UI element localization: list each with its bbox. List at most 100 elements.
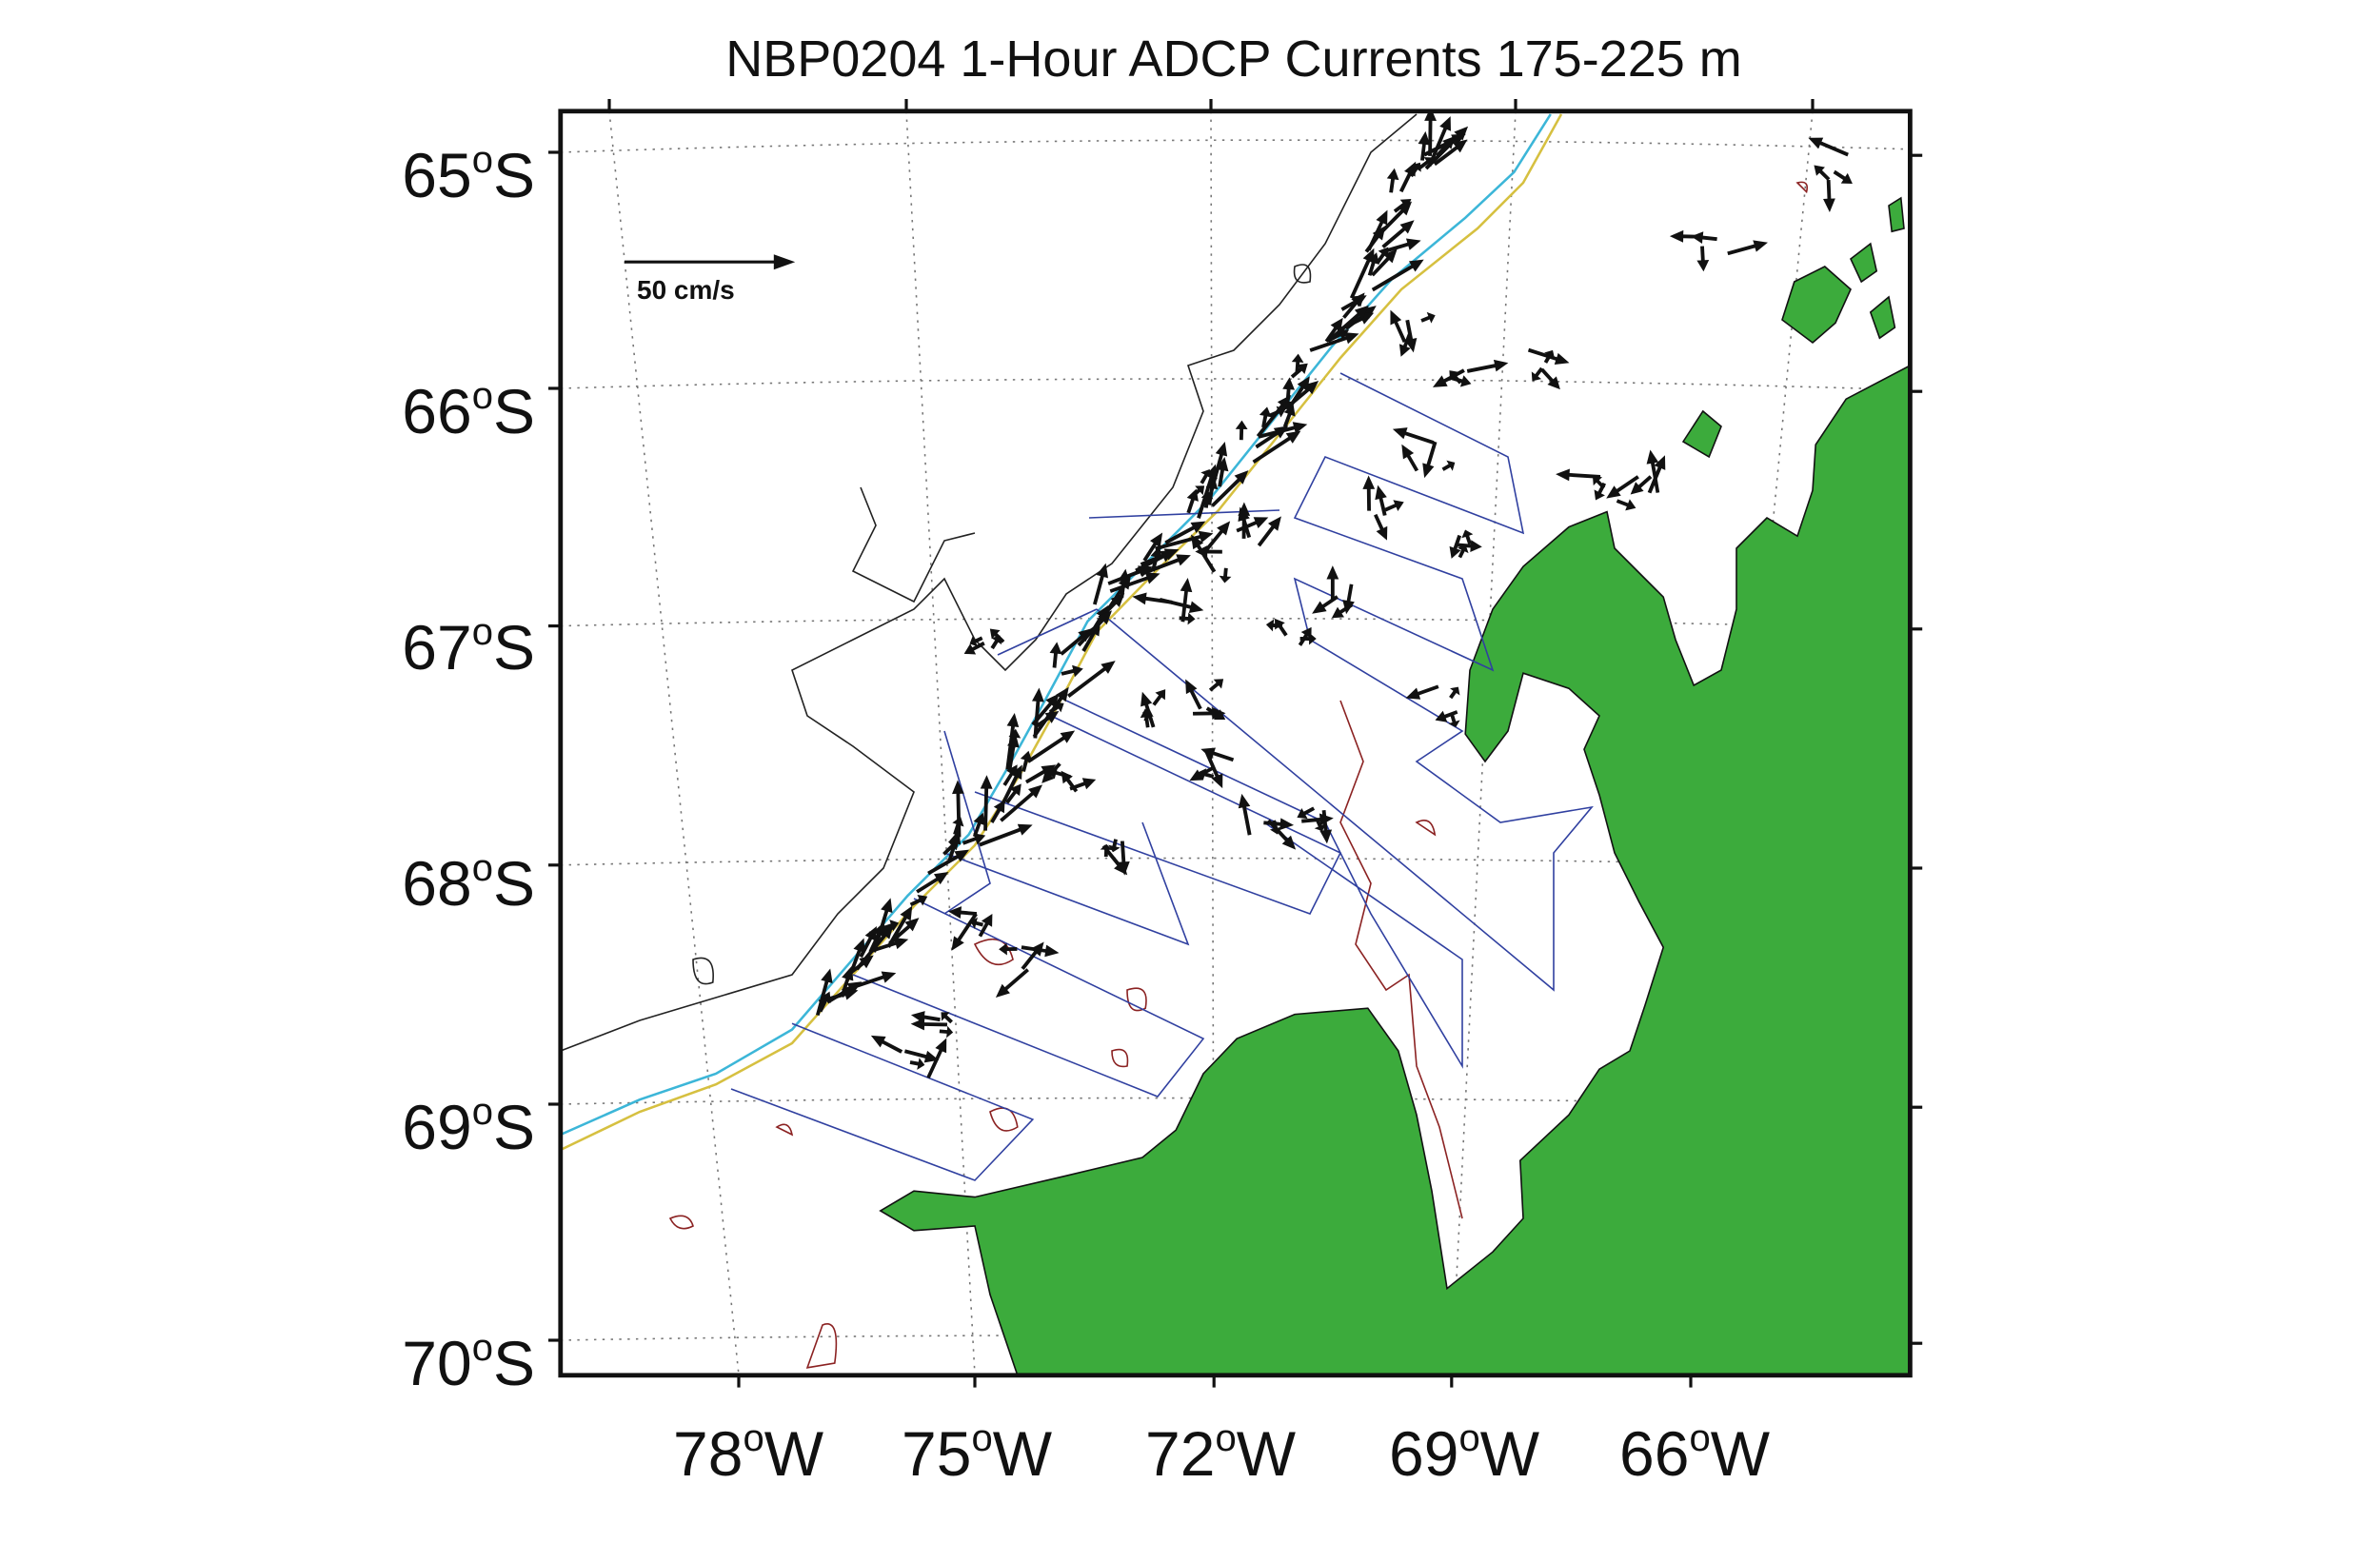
current-arrow	[1026, 730, 1076, 763]
degree-value: 78	[673, 1418, 743, 1489]
current-arrow	[1405, 684, 1439, 700]
current-arrow	[1164, 521, 1206, 544]
current-arrow	[1375, 247, 1389, 265]
current-arrow	[1696, 246, 1710, 272]
current-arrow	[1339, 312, 1375, 331]
current-arrow	[888, 918, 920, 945]
degree-mark: o	[472, 139, 493, 181]
hemisphere: S	[493, 1092, 535, 1162]
current-arrow	[842, 971, 897, 993]
current-arrow	[1152, 689, 1166, 706]
current-arrow	[1418, 157, 1434, 169]
current-arrow	[1630, 475, 1653, 495]
longitude-labels: 78oW 75oW 72oW 69oW 66oW	[673, 1417, 1771, 1489]
current-arrow	[868, 924, 895, 937]
current-arrow	[1435, 710, 1458, 722]
current-vectors	[815, 110, 1853, 1079]
hemisphere: W	[1237, 1418, 1297, 1489]
current-arrow	[1069, 778, 1097, 791]
current-arrow	[1398, 332, 1412, 357]
coordinate-label: 65oS	[402, 139, 535, 210]
degree-mark: o	[472, 1091, 493, 1133]
current-arrow	[1008, 728, 1021, 748]
current-arrow	[1142, 532, 1163, 562]
degree-value: 69	[1389, 1418, 1458, 1489]
current-arrow	[1185, 679, 1202, 710]
current-arrow	[989, 628, 1005, 643]
current-arrow	[1007, 733, 1020, 771]
degree-mark: o	[1215, 1417, 1236, 1459]
degree-mark: o	[472, 375, 493, 417]
coordinate-label: 66oW	[1619, 1417, 1771, 1489]
current-arrow	[990, 800, 1005, 823]
current-arrow	[1384, 500, 1404, 512]
contours	[560, 113, 1808, 1369]
current-arrow	[1409, 162, 1421, 178]
current-arrow	[1282, 404, 1296, 428]
scale-label: 50 cm/s	[637, 275, 735, 305]
current-arrow	[1202, 521, 1231, 554]
current-arrow	[1263, 818, 1295, 830]
coordinate-label: 69oS	[402, 1091, 535, 1162]
current-arrow	[1216, 457, 1229, 487]
current-arrow	[1005, 783, 1021, 804]
current-arrow	[1331, 603, 1354, 619]
current-arrow	[1374, 513, 1388, 541]
current-arrow	[972, 812, 985, 838]
current-arrow	[910, 1018, 948, 1031]
current-arrow	[1100, 843, 1113, 857]
current-arrow	[1297, 806, 1316, 820]
current-arrow	[1390, 309, 1407, 343]
current-arrow	[1449, 686, 1460, 700]
current-arrow	[1540, 367, 1560, 390]
hemisphere: S	[493, 612, 535, 682]
current-arrow	[1298, 626, 1312, 646]
current-arrow	[1077, 610, 1112, 647]
current-arrow	[1140, 691, 1156, 728]
current-arrow	[1312, 595, 1339, 614]
current-arrow	[1118, 568, 1130, 599]
current-arrow	[970, 917, 983, 930]
current-arrow	[1404, 319, 1418, 353]
current-arrow	[909, 895, 928, 907]
current-arrow	[1208, 679, 1224, 692]
current-arrow	[1367, 209, 1388, 251]
current-arrow	[1266, 819, 1297, 850]
current-arrow	[1647, 455, 1666, 494]
current-arrow	[947, 829, 962, 861]
current-arrow	[1002, 764, 1018, 786]
hemisphere: W	[1711, 1418, 1771, 1489]
current-arrow	[1543, 349, 1556, 364]
current-arrow	[1458, 544, 1469, 559]
current-arrow	[1401, 444, 1419, 472]
current-arrow	[979, 823, 1033, 847]
current-arrow	[1441, 460, 1456, 471]
current-arrow	[1021, 941, 1044, 971]
current-arrow	[1032, 687, 1044, 739]
current-arrow	[1219, 567, 1232, 584]
current-arrow	[1309, 332, 1359, 352]
current-arrow	[1195, 545, 1222, 558]
current-arrow	[1448, 714, 1460, 727]
current-arrow	[1291, 353, 1304, 373]
current-arrow	[1375, 201, 1413, 239]
coordinate-label: 68oS	[402, 847, 535, 919]
current-arrow	[1020, 750, 1033, 772]
current-arrow	[1371, 248, 1398, 277]
current-arrow	[1198, 768, 1215, 781]
current-arrow	[1179, 612, 1196, 625]
current-arrow	[1101, 593, 1125, 617]
current-arrow	[1032, 686, 1069, 739]
coordinate-label: 75oW	[902, 1417, 1053, 1489]
degree-value: 67	[402, 612, 471, 682]
hemisphere: S	[493, 1328, 535, 1398]
current-arrow	[1466, 359, 1509, 373]
current-arrow	[1342, 584, 1355, 615]
current-arrow	[910, 1011, 941, 1023]
current-arrow	[1392, 427, 1435, 445]
scale-arrow	[625, 254, 796, 270]
current-arrow	[1132, 592, 1173, 605]
coordinate-label: 69oW	[1389, 1417, 1540, 1489]
